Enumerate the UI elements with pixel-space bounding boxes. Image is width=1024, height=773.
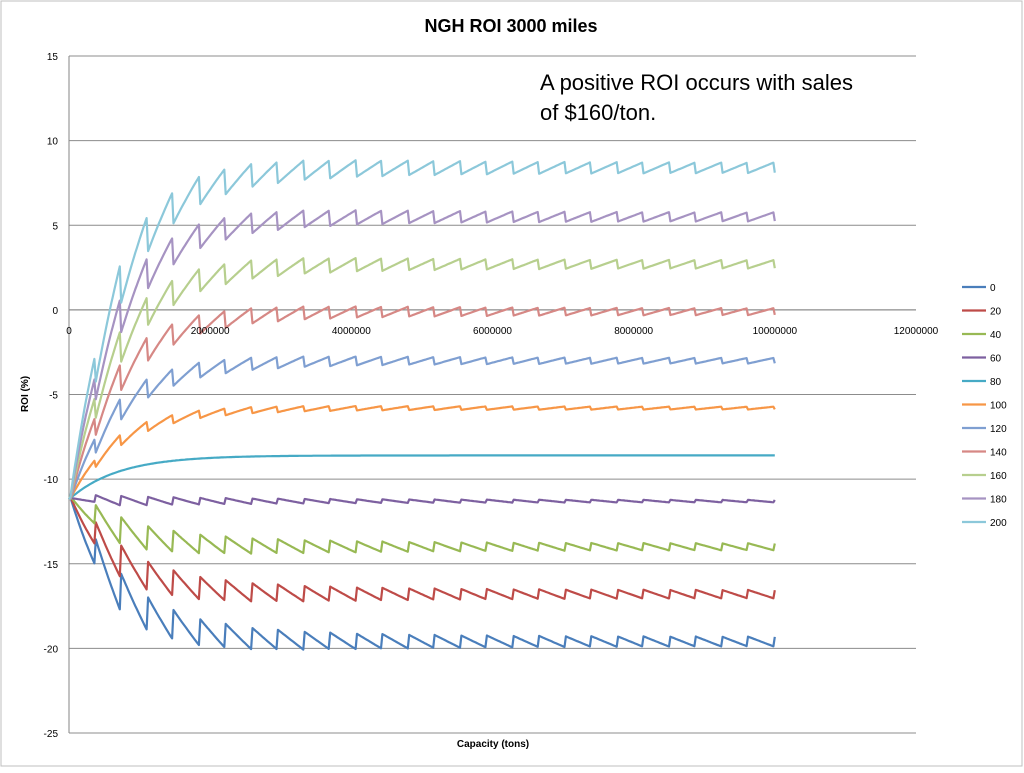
y-tick-label: -20: [44, 644, 59, 655]
series-line-40: [67, 495, 776, 555]
legend-label-60: 60: [990, 354, 1002, 365]
y-tick-label: 15: [47, 52, 59, 63]
legend-label-200: 200: [990, 518, 1007, 529]
y-tick-label: 10: [47, 137, 59, 148]
x-axis-title: Capacity (tons): [457, 739, 529, 750]
legend-label-100: 100: [990, 401, 1007, 412]
y-tick-label: 5: [52, 221, 58, 232]
y-axis-title: ROI (%): [20, 376, 31, 412]
chart-title: NGH ROI 3000 miles: [424, 16, 597, 36]
series-line-140: [68, 305, 776, 501]
legend: 0 20 40 60 80 100 120 140 160 180 200: [962, 283, 1007, 529]
y-tick-label: -15: [44, 560, 59, 571]
series-line-100: [68, 405, 776, 501]
series-line-180: [68, 209, 776, 501]
x-tick-labels: 0 2000000 4000000 6000000 8000000 10000000 120…: [66, 326, 938, 337]
y-tick-label: 0: [52, 306, 58, 317]
series-line-60: [68, 494, 776, 507]
legend-label-20: 20: [990, 307, 1002, 318]
x-tick-label: 6000000: [473, 326, 512, 337]
series-line-80: [68, 454, 775, 501]
y-tick-label: -5: [49, 391, 58, 402]
y-tick-label: -25: [44, 729, 59, 740]
annotation-line-1: A positive ROI occurs with sales: [540, 70, 853, 95]
legend-label-120: 120: [990, 424, 1007, 435]
series-line-120: [68, 355, 776, 501]
series-line-160: [68, 257, 776, 501]
series-line-0: [68, 496, 776, 651]
legend-label-180: 180: [990, 495, 1007, 506]
y-tick-label: -10: [44, 475, 59, 486]
x-tick-label: 10000000: [753, 326, 798, 337]
x-tick-label: 0: [66, 326, 72, 337]
annotation-line-2: of $160/ton.: [540, 100, 656, 125]
series-lines: [67, 159, 776, 651]
x-tick-label: 8000000: [614, 326, 653, 337]
x-tick-label: 12000000: [894, 326, 939, 337]
y-tick-labels: 15 10 5 0 -5 -10 -15 -20 -25: [44, 52, 59, 740]
legend-label-140: 140: [990, 448, 1007, 459]
legend-label-160: 160: [990, 471, 1007, 482]
series-line-200: [68, 159, 776, 500]
legend-label-0: 0: [990, 283, 996, 294]
legend-label-80: 80: [990, 377, 1002, 388]
x-tick-label: 4000000: [332, 326, 371, 337]
series-line-20: [68, 495, 776, 603]
legend-label-40: 40: [990, 330, 1002, 341]
x-tick-label: 2000000: [191, 326, 230, 337]
